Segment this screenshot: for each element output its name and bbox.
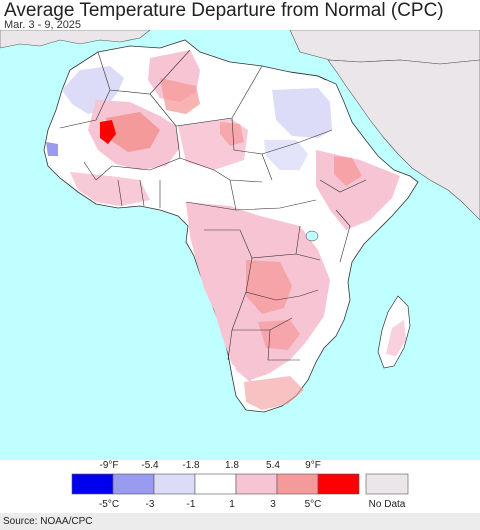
legend-c-label: 3 bbox=[270, 499, 276, 510]
legend-no-data-label: No Data bbox=[369, 499, 406, 510]
legend-f-label: 9°F bbox=[305, 460, 321, 471]
namibia-warm bbox=[230, 330, 262, 382]
algeria-hot bbox=[160, 78, 200, 114]
senegal-cold-area bbox=[46, 142, 58, 156]
legend-f-label: -1.8 bbox=[182, 460, 200, 471]
middle-east-no-data bbox=[327, 59, 480, 221]
date-range: Mar. 3 - 9, 2025 bbox=[4, 19, 82, 31]
zambia-hot bbox=[246, 260, 292, 314]
legend-c-label: 1 bbox=[229, 499, 235, 510]
color-legend: -9°F -5.4 -1.8 1.8 5.4 9°F -5°C -3 -1 1 … bbox=[0, 458, 480, 513]
chad-hot bbox=[220, 122, 244, 146]
legend-fahrenheit-labels: -9°F -5.4 -1.8 1.8 5.4 9°F bbox=[100, 460, 321, 471]
legend-swatch bbox=[317, 473, 360, 495]
ethiopia-hot bbox=[334, 156, 362, 186]
legend-c-label: -1 bbox=[187, 499, 196, 510]
west-coast-warm bbox=[70, 172, 150, 206]
legend-c-label: -5°C bbox=[99, 499, 119, 510]
europe-no-data bbox=[0, 29, 151, 49]
legend-swatch bbox=[276, 473, 319, 495]
legend-c-label: -3 bbox=[146, 499, 155, 510]
legend-f-label: 1.8 bbox=[225, 460, 239, 471]
africa-map-svg bbox=[0, 29, 480, 460]
legend-f-label: 5.4 bbox=[266, 460, 280, 471]
legend-svg: -9°F -5.4 -1.8 1.8 5.4 9°F -5°C -3 -1 1 … bbox=[71, 460, 409, 510]
legend-swatch bbox=[153, 473, 196, 495]
legend-no-data-swatch bbox=[365, 473, 409, 495]
page-title: Average Temperature Departure from Norma… bbox=[4, 0, 444, 21]
botswana-hot bbox=[258, 320, 300, 350]
nile-delta-coast bbox=[289, 71, 327, 81]
lake-victoria bbox=[305, 230, 319, 242]
legend-swatch bbox=[112, 473, 155, 495]
legend-swatch bbox=[71, 473, 114, 495]
legend-swatches bbox=[71, 473, 360, 495]
source-credit: Source: NOAA/CPC bbox=[0, 513, 480, 530]
sudan-cold-area bbox=[264, 140, 308, 170]
legend-celsius-labels: -5°C -3 -1 1 3 5°C bbox=[99, 499, 321, 510]
egypt-cold-area bbox=[272, 88, 332, 138]
legend-c-label: 5°C bbox=[305, 499, 322, 510]
mali-hot bbox=[106, 112, 160, 152]
legend-f-label: -9°F bbox=[100, 460, 119, 471]
legend-swatch bbox=[194, 473, 237, 495]
mali-extreme bbox=[100, 120, 116, 144]
temperature-map bbox=[0, 29, 480, 460]
legend-f-label: -5.4 bbox=[141, 460, 159, 471]
south-africa-hot bbox=[244, 376, 304, 410]
country-borders bbox=[59, 49, 367, 361]
legend-swatch bbox=[235, 473, 278, 495]
madagascar-warm bbox=[386, 320, 406, 356]
